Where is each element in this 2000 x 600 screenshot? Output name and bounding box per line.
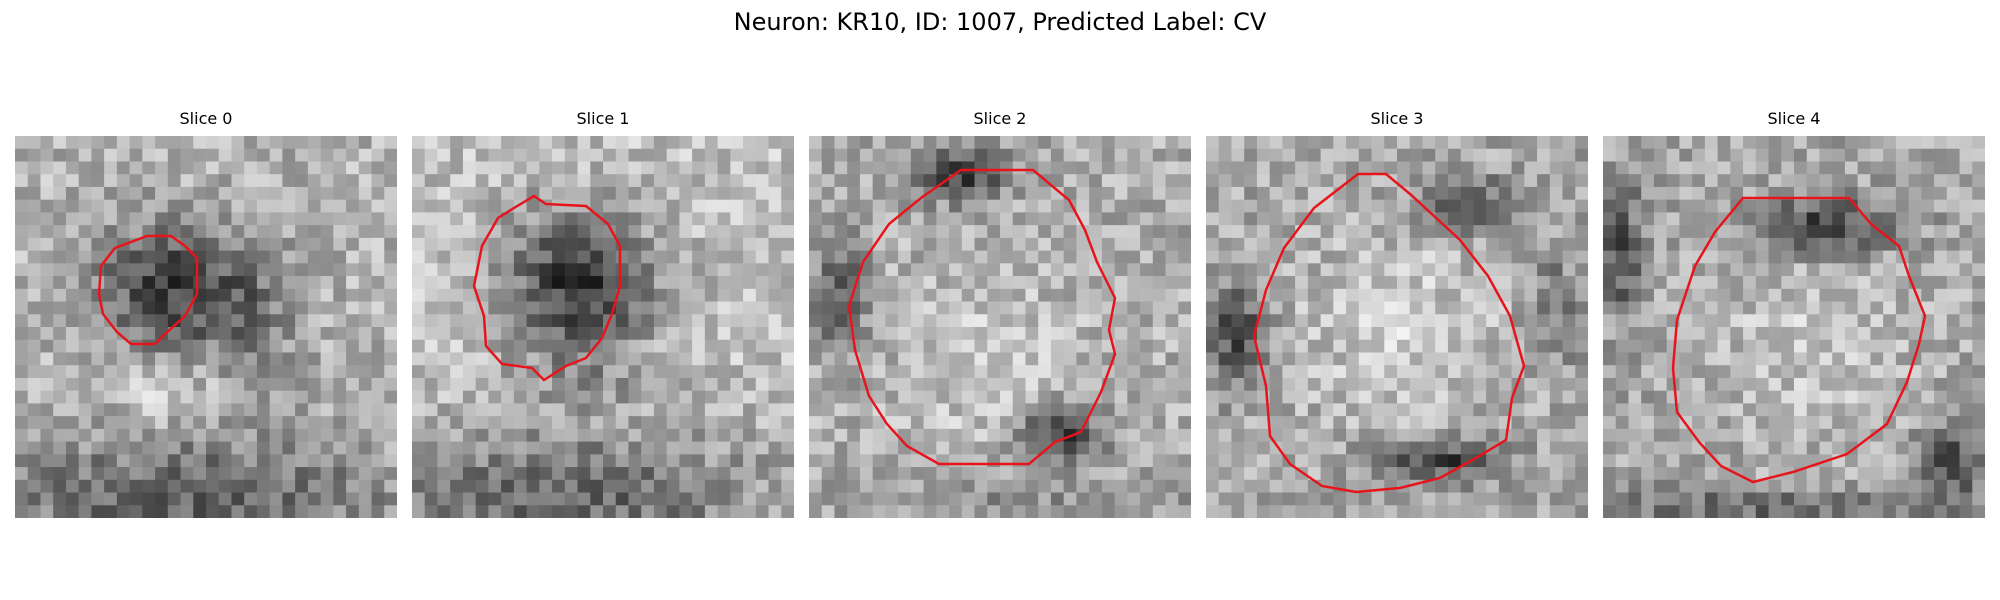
slice-pixels-0 [15, 136, 397, 518]
slice-pixels-2 [809, 136, 1191, 518]
figure-title: Neuron: KR10, ID: 1007, Predicted Label:… [733, 8, 1267, 36]
cell-contour-0 [97, 234, 199, 346]
cell-contour-3 [1252, 172, 1526, 494]
cell-contour-1 [472, 194, 622, 382]
cell-contour-4 [1671, 196, 1927, 484]
slice-title-4: Slice 4 [1767, 109, 1821, 128]
slice-image-2 [809, 136, 1191, 518]
slice-title-2: Slice 2 [973, 109, 1027, 128]
slice-title-0: Slice 0 [179, 109, 233, 128]
slice-panel-4: Slice 4 [1603, 108, 1985, 518]
slice-pixels-3 [1206, 136, 1588, 518]
slice-title-3: Slice 3 [1370, 109, 1424, 128]
slice-image-3 [1206, 136, 1588, 518]
slice-image-0 [15, 136, 397, 518]
slice-image-4 [1603, 136, 1985, 518]
slice-pixels-1 [412, 136, 794, 518]
slice-panel-2: Slice 2 [809, 108, 1191, 518]
slice-panel-1: Slice 1 [412, 108, 794, 518]
slice-title-1: Slice 1 [576, 109, 630, 128]
cell-contour-2 [847, 168, 1117, 466]
slice-panel-0: Slice 0 [15, 108, 397, 518]
slice-pixels-4 [1603, 136, 1985, 518]
slice-image-1 [412, 136, 794, 518]
slice-panel-3: Slice 3 [1206, 108, 1588, 518]
